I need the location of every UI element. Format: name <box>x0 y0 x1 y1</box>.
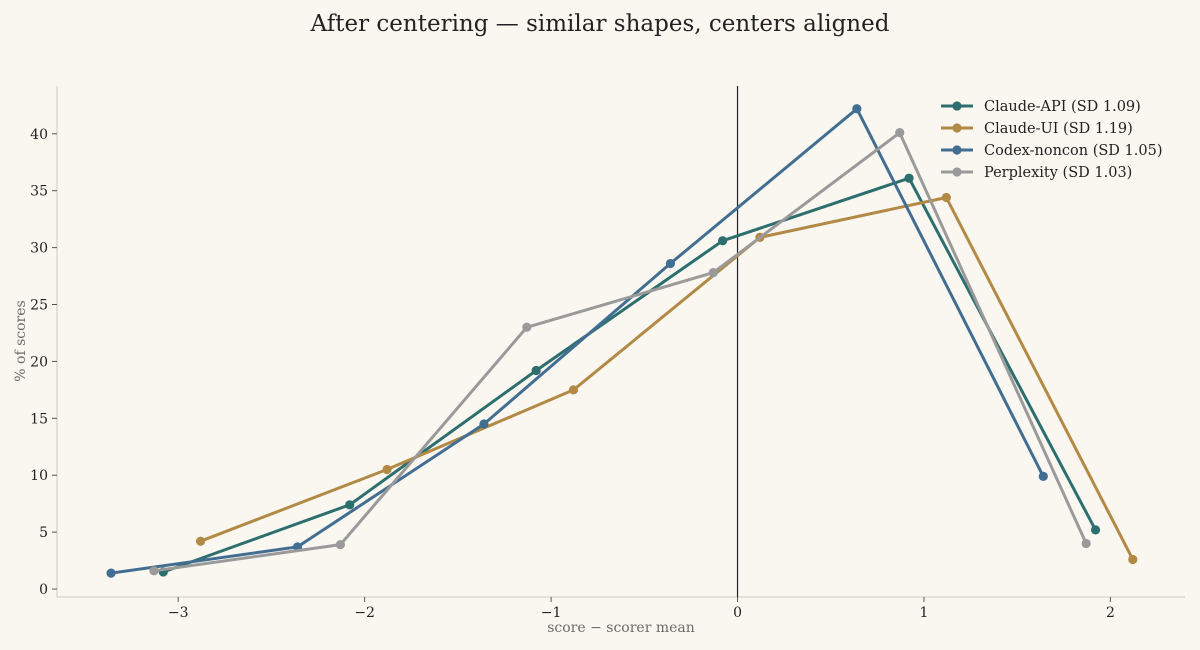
x-tick-label: 2 <box>1106 605 1115 621</box>
series-line <box>152 131 1088 573</box>
x-tick-label: 0 <box>733 605 742 621</box>
y-tick-label: 30 <box>30 241 48 257</box>
data-point <box>568 385 579 395</box>
y-tick-label: 35 <box>30 184 48 200</box>
data-point <box>1128 554 1138 565</box>
data-point <box>522 322 532 332</box>
data-point <box>852 104 862 114</box>
legend-swatch-marker <box>952 167 962 177</box>
legend-swatch-marker <box>952 123 962 133</box>
series-line <box>109 107 1045 575</box>
legend-entry: Claude-API (SD 1.09) <box>984 99 1141 115</box>
series-claude-api <box>158 173 1101 577</box>
series-line <box>199 196 1135 561</box>
legend-entry: Perplexity (SD 1.03) <box>984 165 1132 181</box>
data-point <box>149 566 159 576</box>
data-point <box>665 258 676 269</box>
data-point <box>895 128 905 138</box>
x-tick-label: −1 <box>541 605 562 621</box>
x-tick-label: −3 <box>168 605 189 621</box>
data-point <box>382 464 392 475</box>
legend-entry: Claude-UI (SD 1.19) <box>984 121 1133 137</box>
series-layer <box>106 104 1138 578</box>
y-tick-label: 15 <box>30 411 48 427</box>
y-tick-label: 5 <box>39 525 48 541</box>
data-point <box>1038 471 1048 481</box>
data-point <box>904 173 914 183</box>
data-point <box>708 268 718 278</box>
y-tick-label: 0 <box>39 582 48 598</box>
legend-swatch-marker <box>952 145 962 155</box>
x-axis-ticks: −3 −2 −1 0 1 2 <box>168 597 1115 621</box>
legend: Claude-API (SD 1.09) Claude-UI (SD 1.19) C… <box>941 99 1162 181</box>
data-point <box>718 236 728 246</box>
chart-title: After centering — similar shapes, center… <box>310 11 890 37</box>
data-point <box>195 536 206 546</box>
data-point <box>345 500 355 510</box>
data-point <box>106 568 116 578</box>
data-point <box>479 419 489 429</box>
data-point <box>1090 525 1101 535</box>
y-tick-label: 40 <box>30 127 48 143</box>
series-claude-ui <box>195 192 1138 565</box>
data-point <box>941 192 951 203</box>
series-line <box>161 176 1097 574</box>
x-tick-label: 1 <box>920 605 929 621</box>
y-axis-ticks: 0 5 10 15 20 25 30 35 40 <box>30 127 57 598</box>
y-axis-label: % of scores <box>13 300 29 381</box>
x-axis-label: score − scorer mean <box>547 620 695 636</box>
data-point <box>1081 538 1091 549</box>
legend-swatch-marker <box>952 101 962 111</box>
series-perplexity <box>149 128 1091 576</box>
y-tick-label: 25 <box>30 298 48 314</box>
x-tick-label: −2 <box>354 605 375 621</box>
series-codex-noncon <box>106 104 1048 578</box>
legend-entry: Codex-noncon (SD 1.05) <box>984 143 1162 159</box>
y-tick-label: 20 <box>30 354 48 370</box>
data-point <box>531 365 541 376</box>
data-point <box>335 540 345 550</box>
y-tick-label: 10 <box>30 468 48 484</box>
